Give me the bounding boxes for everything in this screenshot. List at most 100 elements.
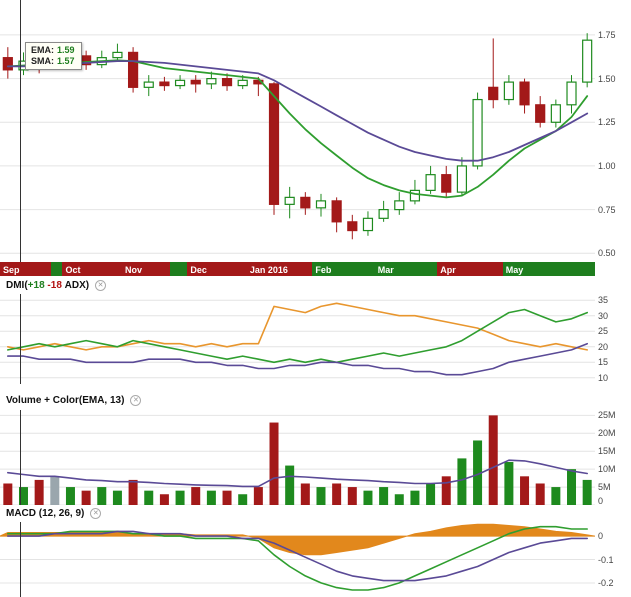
dmi-title-suffix: ADX) — [64, 279, 90, 291]
dmi-header: DMI(+18 -18 ADX) ✕ — [0, 276, 631, 294]
candle-down — [441, 165, 452, 198]
price-candlestick-chart — [0, 33, 595, 254]
volume-bar — [410, 490, 420, 505]
month-label: Dec — [190, 265, 207, 275]
volume-plot[interactable] — [0, 410, 595, 505]
candle-down — [127, 47, 139, 93]
month-segment: Nov — [121, 262, 170, 276]
candle-down — [81, 50, 92, 70]
volume-header: Volume + Color(EMA, 13) ✕ — [0, 384, 631, 410]
volume-bar — [222, 490, 232, 505]
candle-up — [394, 192, 405, 215]
time-axis-row: Sep Oct Nov Dec Jan 2016 Feb Mar Apr May — [0, 262, 631, 276]
volume-y-axis[interactable]: 25M 20M 15M 10M 5M 0 — [595, 410, 631, 506]
axis-tick-label: 30 — [598, 310, 609, 321]
candle-down — [190, 75, 201, 93]
ema-label: EMA: — [31, 45, 54, 55]
series-line — [6, 60, 589, 162]
month-segment: Jan 2016 — [246, 262, 313, 276]
series-line — [7, 302, 589, 351]
axis-tick-label: 0.75 — [598, 204, 616, 215]
tooltip-ema-row: EMA: 1.59 — [31, 45, 75, 56]
candle-up — [425, 165, 436, 194]
dmi-title: DMI(+18 -18 ADX) — [6, 280, 89, 291]
month-label: Jan 2016 — [249, 265, 288, 275]
volume-bar — [112, 490, 122, 505]
month-label: Sep — [3, 265, 20, 275]
axis-tick-label: 25 — [598, 326, 609, 337]
volume-bar-chart — [0, 414, 595, 505]
macd-plot[interactable] — [0, 522, 595, 597]
axis-tick-label: 25M — [598, 410, 616, 421]
macd-y-axis[interactable]: 0 -0.1 -0.2 — [595, 522, 631, 597]
axis-tick-label: 0 — [598, 531, 604, 542]
volume-bar — [175, 490, 185, 505]
candle-down — [268, 82, 280, 215]
month-segment: May — [502, 262, 595, 276]
price-plot[interactable]: EMA: 1.59 SMA: 1.57 — [0, 0, 595, 262]
axis-tick-label: 20 — [598, 341, 609, 352]
volume-bar — [238, 494, 248, 505]
volume-bar — [582, 479, 592, 505]
axis-tick-label: 15 — [598, 357, 609, 368]
volume-bar — [535, 483, 545, 505]
candle-down — [221, 73, 233, 91]
volume-bar — [488, 415, 498, 505]
candle-down — [535, 96, 546, 128]
volume-bar — [379, 487, 389, 505]
month-segment: Apr — [437, 262, 503, 276]
series-line — [6, 59, 589, 199]
indicator-tooltip: EMA: 1.59 SMA: 1.57 — [25, 42, 82, 70]
candle-down — [2, 47, 13, 79]
volume-bar — [567, 469, 577, 505]
candle-up — [503, 75, 514, 105]
candle-up — [582, 33, 593, 88]
month-label — [51, 265, 54, 275]
candle-up — [472, 92, 483, 170]
volume-bar — [473, 440, 483, 505]
price-y-axis[interactable]: 1.75 1.50 1.25 1.00 0.75 0.50 — [595, 0, 631, 262]
dmi-close-icon[interactable]: ✕ — [95, 279, 107, 291]
candle-up — [456, 157, 468, 196]
axis-tick-label: 0 — [598, 496, 604, 506]
candle-up — [143, 75, 154, 97]
crosshair-vertical-line — [20, 410, 21, 505]
candle-up — [550, 99, 561, 128]
axis-tick-label: 1.75 — [598, 29, 616, 40]
volume-bar — [520, 476, 530, 505]
volume-close-icon[interactable]: ✕ — [130, 395, 142, 406]
volume-bar — [441, 476, 451, 505]
volume-bar — [347, 487, 357, 505]
month-segment — [169, 262, 188, 276]
axis-tick-label: 20M — [598, 428, 616, 439]
volume-bar — [253, 487, 263, 505]
axis-tick-label: 1.00 — [598, 160, 616, 171]
macd-panel: 0 -0.1 -0.2 — [0, 522, 631, 597]
series-line — [7, 525, 589, 591]
axis-tick-label: -0.2 — [598, 577, 614, 588]
dmi-minus-value: -18 — [47, 279, 62, 291]
dmi-y-axis[interactable]: 35 30 25 20 15 10 — [595, 294, 631, 384]
candle-down — [519, 78, 530, 114]
macd-close-icon[interactable]: ✕ — [90, 508, 102, 519]
volume-bar — [159, 494, 169, 505]
candle-up — [284, 186, 295, 219]
candle-up — [362, 211, 374, 236]
volume-bar — [332, 483, 342, 505]
month-segment: Dec — [187, 262, 247, 276]
price-panel: EMA: 1.59 SMA: 1.57 1.75 1.50 1.25 1.00 0.75 0.… — [0, 0, 631, 262]
axis-tick-label: 1.50 — [598, 73, 616, 84]
axis-tick-label: 0.50 — [598, 248, 616, 259]
dmi-title-prefix: DMI( — [6, 279, 28, 291]
dmi-plot[interactable] — [0, 294, 595, 384]
volume-bar — [363, 490, 373, 505]
month-label: Feb — [315, 265, 332, 275]
candle-down — [347, 214, 358, 240]
tooltip-sma-row: SMA: 1.57 — [31, 56, 75, 67]
volume-bar — [300, 483, 310, 505]
volume-bar — [269, 422, 279, 505]
candle-up — [174, 75, 186, 90]
time-axis[interactable]: Sep Oct Nov Dec Jan 2016 Feb Mar Apr May — [0, 262, 595, 276]
candle-up — [112, 43, 123, 62]
